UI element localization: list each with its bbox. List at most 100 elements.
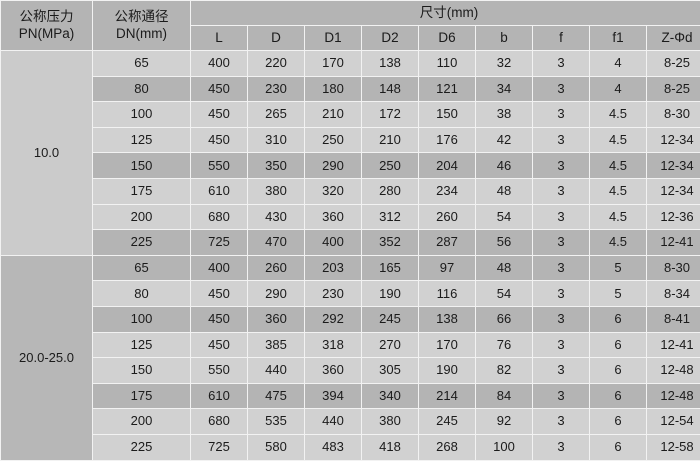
header-col-f: f <box>533 26 590 51</box>
cell-b: 48 <box>476 178 533 204</box>
cell-zd: 12-41 <box>647 332 700 358</box>
cell-f1: 4 <box>590 76 647 102</box>
cell-l: 450 <box>191 127 248 153</box>
cell-zd: 8-25 <box>647 51 700 77</box>
header-col-d2: D2 <box>362 26 419 51</box>
cell-nominal-pressure: 20.0-25.0 <box>1 255 93 460</box>
cell-f1: 5 <box>590 281 647 307</box>
cell-d6: 150 <box>419 102 476 128</box>
cell-d2: 380 <box>362 409 419 435</box>
cell-f: 3 <box>533 153 590 179</box>
cell-f: 3 <box>533 306 590 332</box>
cell-l: 680 <box>191 204 248 230</box>
cell-zd: 8-25 <box>647 76 700 102</box>
cell-d2: 352 <box>362 230 419 256</box>
header-col-f1: f1 <box>590 26 647 51</box>
cell-b: 56 <box>476 230 533 256</box>
header-col-d1: D1 <box>305 26 362 51</box>
cell-zd: 8-30 <box>647 255 700 281</box>
cell-nominal-diameter: 175 <box>93 178 191 204</box>
cell-f: 3 <box>533 102 590 128</box>
cell-f: 3 <box>533 230 590 256</box>
cell-l: 450 <box>191 332 248 358</box>
header-row-group: 公称压力 PN(MPa) 公称通径 DN(mm) 尺寸(mm) <box>1 1 700 26</box>
cell-f: 3 <box>533 76 590 102</box>
cell-zd: 12-34 <box>647 153 700 179</box>
cell-d1: 318 <box>305 332 362 358</box>
cell-f: 3 <box>533 127 590 153</box>
cell-d2: 280 <box>362 178 419 204</box>
cell-nominal-diameter: 65 <box>93 255 191 281</box>
cell-nominal-diameter: 200 <box>93 409 191 435</box>
cell-f1: 4.5 <box>590 127 647 153</box>
cell-b: 46 <box>476 153 533 179</box>
cell-d2: 312 <box>362 204 419 230</box>
cell-zd: 12-58 <box>647 434 700 460</box>
cell-l: 550 <box>191 153 248 179</box>
cell-d6: 234 <box>419 178 476 204</box>
cell-nominal-diameter: 150 <box>93 358 191 384</box>
header-col-z-d: Z-Φd <box>647 26 700 51</box>
cell-zd: 12-54 <box>647 409 700 435</box>
cell-d6: 190 <box>419 358 476 384</box>
header-col-d: D <box>248 26 305 51</box>
cell-d: 430 <box>248 204 305 230</box>
cell-d1: 170 <box>305 51 362 77</box>
cell-b: 82 <box>476 358 533 384</box>
cell-b: 38 <box>476 102 533 128</box>
cell-f1: 4 <box>590 51 647 77</box>
cell-l: 725 <box>191 230 248 256</box>
cell-d: 380 <box>248 178 305 204</box>
cell-d2: 245 <box>362 306 419 332</box>
cell-f: 3 <box>533 358 590 384</box>
cell-d: 470 <box>248 230 305 256</box>
cell-d2: 165 <box>362 255 419 281</box>
cell-f1: 5 <box>590 255 647 281</box>
cell-d1: 180 <box>305 76 362 102</box>
cell-l: 680 <box>191 409 248 435</box>
cell-d: 440 <box>248 358 305 384</box>
header-col-l: L <box>191 26 248 51</box>
cell-d: 230 <box>248 76 305 102</box>
cell-d2: 190 <box>362 281 419 307</box>
cell-f1: 6 <box>590 358 647 384</box>
cell-zd: 8-34 <box>647 281 700 307</box>
cell-d2: 138 <box>362 51 419 77</box>
cell-f1: 4.5 <box>590 204 647 230</box>
cell-f: 3 <box>533 383 590 409</box>
cell-zd: 12-48 <box>647 383 700 409</box>
cell-nominal-diameter: 125 <box>93 127 191 153</box>
cell-d6: 138 <box>419 306 476 332</box>
cell-f1: 4.5 <box>590 102 647 128</box>
cell-b: 84 <box>476 383 533 409</box>
cell-f1: 6 <box>590 306 647 332</box>
cell-d1: 400 <box>305 230 362 256</box>
cell-d6: 121 <box>419 76 476 102</box>
cell-d1: 394 <box>305 383 362 409</box>
header-nominal-pressure-line1: 公称压力 <box>1 9 92 26</box>
cell-d6: 287 <box>419 230 476 256</box>
cell-f1: 6 <box>590 383 647 409</box>
cell-d1: 292 <box>305 306 362 332</box>
cell-d6: 268 <box>419 434 476 460</box>
cell-zd: 12-34 <box>647 178 700 204</box>
cell-d2: 418 <box>362 434 419 460</box>
cell-f1: 4.5 <box>590 230 647 256</box>
cell-d6: 176 <box>419 127 476 153</box>
cell-d2: 210 <box>362 127 419 153</box>
cell-l: 400 <box>191 255 248 281</box>
header-col-d6: D6 <box>419 26 476 51</box>
cell-d: 265 <box>248 102 305 128</box>
cell-nominal-diameter: 225 <box>93 434 191 460</box>
